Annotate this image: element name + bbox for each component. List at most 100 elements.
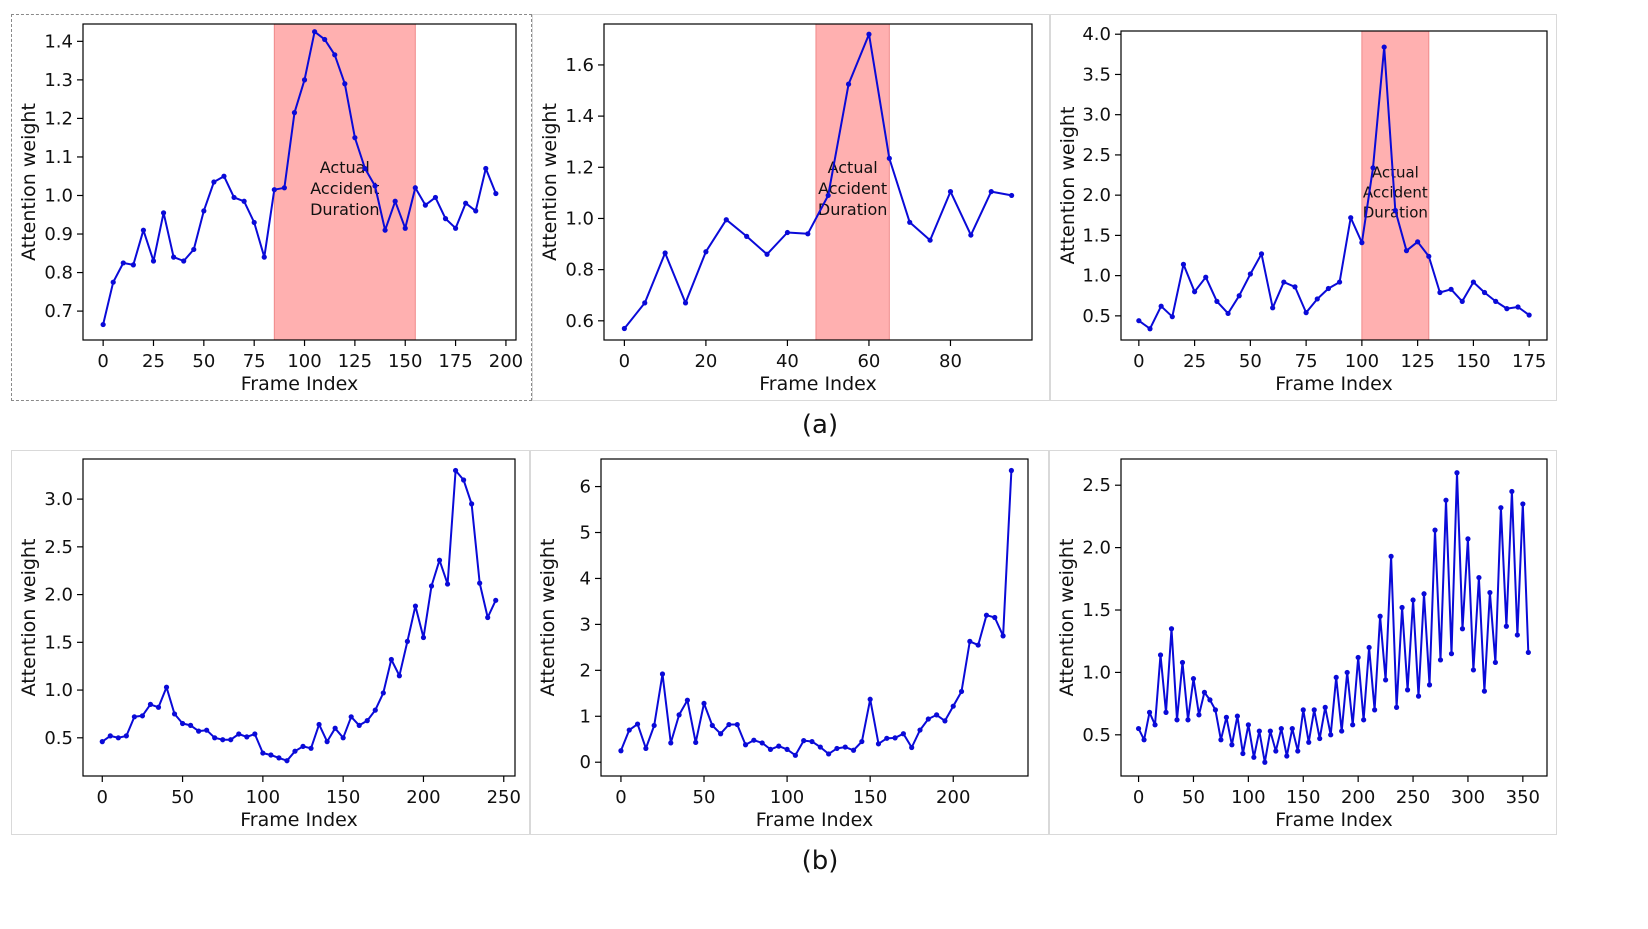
x-tick-label: 40	[776, 351, 799, 372]
y-tick-label: 2.5	[1082, 145, 1111, 166]
data-point	[1201, 689, 1208, 695]
x-tick-label: 150	[1286, 787, 1320, 808]
data-point	[1008, 467, 1014, 474]
data-point	[115, 735, 121, 741]
series-line	[623, 33, 1012, 330]
x-tick-label: 200	[1341, 787, 1375, 808]
data-point	[316, 721, 322, 728]
data-point	[244, 734, 250, 740]
accident-label-line: Actual	[1372, 164, 1419, 182]
y-tick-label: 1.4	[44, 31, 73, 52]
data-point	[352, 135, 358, 141]
data-point	[396, 673, 402, 679]
data-point	[1311, 707, 1317, 713]
data-point	[271, 187, 277, 193]
data-point	[140, 227, 147, 233]
data-point	[676, 712, 682, 718]
data-point	[1009, 192, 1015, 199]
data-point	[1225, 310, 1231, 317]
data-point	[191, 246, 197, 253]
data-point	[1234, 713, 1240, 719]
y-tick-label: 1	[580, 706, 591, 727]
data-point	[1136, 318, 1142, 324]
plot-frame	[1120, 30, 1548, 341]
data-point	[1262, 759, 1268, 765]
data-point	[388, 656, 394, 663]
chart-b2: 0 50 100 150 200 0 1 2 3 4 5 6 Frame Index Attention …	[537, 458, 1029, 831]
data-point	[332, 725, 338, 731]
y-tick-label: 1.2	[44, 108, 73, 129]
data-point	[1459, 298, 1465, 304]
data-point	[784, 746, 790, 752]
data-point	[1476, 574, 1482, 581]
x-tick-label: 100	[246, 787, 280, 808]
data-point	[1251, 754, 1257, 760]
data-point	[442, 216, 449, 222]
data-point	[1388, 553, 1394, 559]
data-point	[300, 743, 306, 750]
data-point	[220, 737, 226, 743]
data-point	[1322, 704, 1328, 710]
y-tick-label: 0.7	[44, 301, 73, 322]
data-point	[312, 29, 318, 35]
data-point	[281, 185, 287, 191]
y-tick-label: 3.0	[44, 489, 73, 510]
chart-panel-a1: 0 25 50 75 100 125 150 175 200 0.7 0.8 0.9 1.0 1.1 1.2…	[11, 14, 532, 401]
data-point	[1443, 497, 1449, 503]
data-point	[1520, 501, 1526, 507]
data-point	[1267, 728, 1273, 734]
data-point	[1180, 261, 1187, 267]
data-point	[1141, 737, 1147, 743]
data-point	[934, 712, 940, 718]
data-point	[809, 738, 815, 745]
data-point	[988, 188, 994, 195]
x-tick-label: 25	[1183, 351, 1206, 372]
accident-label-line: Actual	[828, 158, 878, 177]
data-point	[452, 225, 459, 231]
data-point	[1157, 652, 1164, 658]
data-point	[485, 614, 491, 621]
data-point	[432, 194, 439, 201]
data-point	[1415, 693, 1422, 699]
data-point	[947, 188, 954, 195]
x-tick-label: 200	[406, 787, 440, 808]
x-tick-label: 250	[487, 787, 521, 808]
data-point	[1158, 303, 1164, 309]
data-point	[1196, 712, 1202, 718]
x-axis-label: Frame Index	[240, 809, 358, 831]
x-tick-label: 0	[97, 787, 108, 808]
data-point	[348, 714, 354, 720]
data-point	[884, 735, 890, 741]
data-point	[1459, 626, 1466, 632]
data-point	[493, 597, 499, 603]
data-point	[767, 746, 774, 752]
data-point	[1292, 284, 1298, 290]
data-point	[436, 557, 443, 563]
data-point	[268, 752, 274, 758]
data-point	[1174, 717, 1180, 723]
data-point	[1185, 717, 1191, 723]
data-point	[693, 739, 699, 746]
data-point	[892, 735, 898, 741]
data-point	[241, 198, 247, 204]
x-tick-label: 50	[1182, 787, 1205, 808]
y-tick-label: 0.8	[44, 263, 73, 284]
data-point	[473, 208, 479, 214]
data-point	[428, 583, 435, 589]
data-point	[181, 258, 187, 264]
data-point	[1381, 44, 1387, 50]
data-point	[817, 744, 823, 750]
data-point	[907, 219, 913, 225]
y-tick-label: 0.6	[565, 311, 594, 332]
data-point	[1270, 305, 1276, 311]
data-point	[236, 731, 242, 737]
data-point	[252, 731, 258, 737]
data-point	[1426, 682, 1433, 688]
data-point	[171, 254, 177, 260]
data-point	[493, 190, 499, 197]
data-point	[291, 110, 298, 116]
chart-panel-a3: 0 25 50 75 100 125 150 175 0.5 1.0 1.5 2.0 2.5 3.0 3.5…	[1050, 14, 1557, 401]
x-tick-label: 50	[171, 787, 194, 808]
x-tick-label: 100	[1345, 351, 1379, 372]
data-point	[412, 603, 419, 609]
